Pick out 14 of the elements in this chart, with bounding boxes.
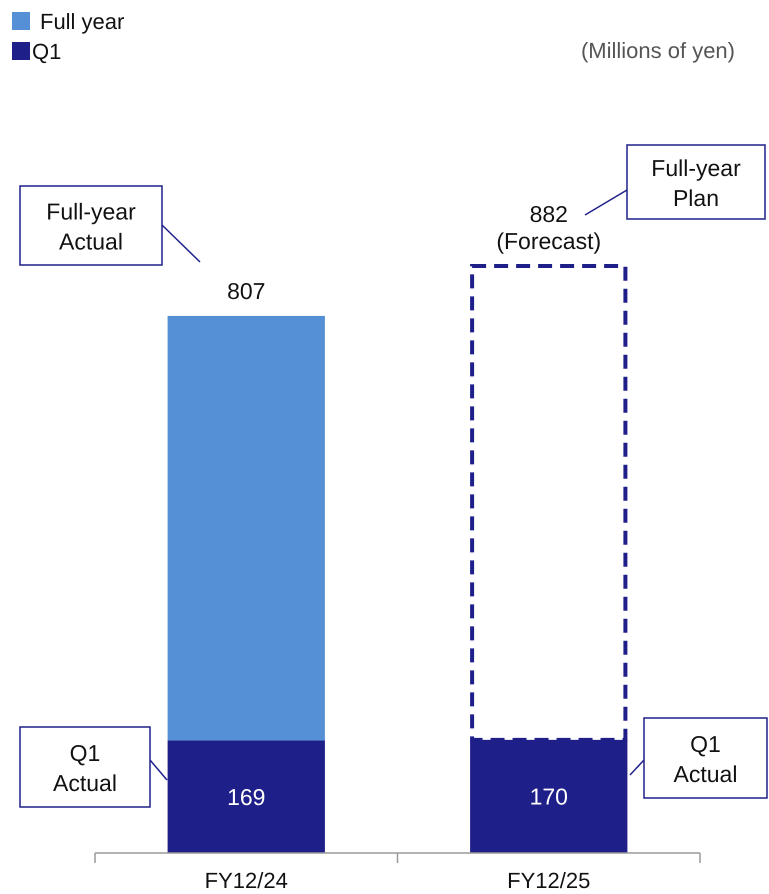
total-label: 807 — [227, 278, 266, 304]
text: Full-year Actual — [46, 198, 136, 254]
annotation: Q1 Actual — [53, 740, 117, 796]
data-label: 169 — [227, 784, 266, 810]
text: (Millions of yen) — [580, 38, 735, 63]
legend-label: Q1 — [32, 39, 62, 64]
annotation: Q1 Actual — [674, 731, 738, 787]
text: (Forecast) — [496, 228, 602, 254]
x-tick-label: FY12/24 — [204, 868, 288, 893]
legend-label: Full year — [40, 9, 124, 34]
data-label: 170 — [530, 783, 568, 810]
text: Full-year Plan — [651, 155, 742, 211]
x-tick-label: FY12/25 — [507, 868, 590, 893]
total-label: 882 — [530, 201, 568, 227]
